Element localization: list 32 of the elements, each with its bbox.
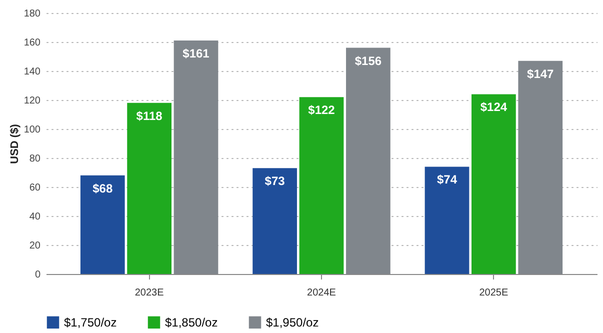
bar [299, 97, 344, 274]
bar [80, 175, 125, 274]
y-tick-label: 140 [24, 66, 41, 78]
data-label: $161 [182, 46, 210, 61]
y-axis-title: USD ($) [8, 124, 21, 164]
y-tick-label: 40 [29, 212, 41, 222]
legend-label: $1,850/oz [165, 315, 218, 330]
y-tick-label: 0 [34, 270, 41, 280]
data-label: $118 [136, 108, 163, 123]
y-tick-label: 20 [29, 240, 41, 252]
data-label: $147 [527, 66, 554, 81]
y-tick-label: 120 [24, 96, 41, 106]
data-label: $156 [354, 54, 382, 68]
bar [252, 168, 297, 274]
y-tick-label: 60 [29, 182, 41, 194]
y-tick-label: 80 [29, 154, 41, 164]
x-tick-label: 2024E [307, 288, 336, 298]
y-tick-label: 100 [24, 124, 41, 136]
bar [472, 94, 516, 274]
data-label: $68 [92, 181, 113, 196]
data-label: $73 [264, 174, 286, 188]
x-tick-label: 2025E [479, 288, 508, 298]
data-label: $124 [480, 100, 508, 114]
data-label: $74 [436, 172, 458, 187]
x-tick-label: 2023E [134, 288, 164, 298]
bar [127, 102, 172, 274]
data-label: $122 [308, 103, 336, 118]
bar [424, 166, 470, 274]
legend-label: $1,750/oz [64, 315, 117, 330]
y-tick-label: 160 [24, 38, 41, 48]
y-tick-label: 180 [24, 8, 41, 20]
legend-label: $1,950/oz [266, 315, 319, 330]
